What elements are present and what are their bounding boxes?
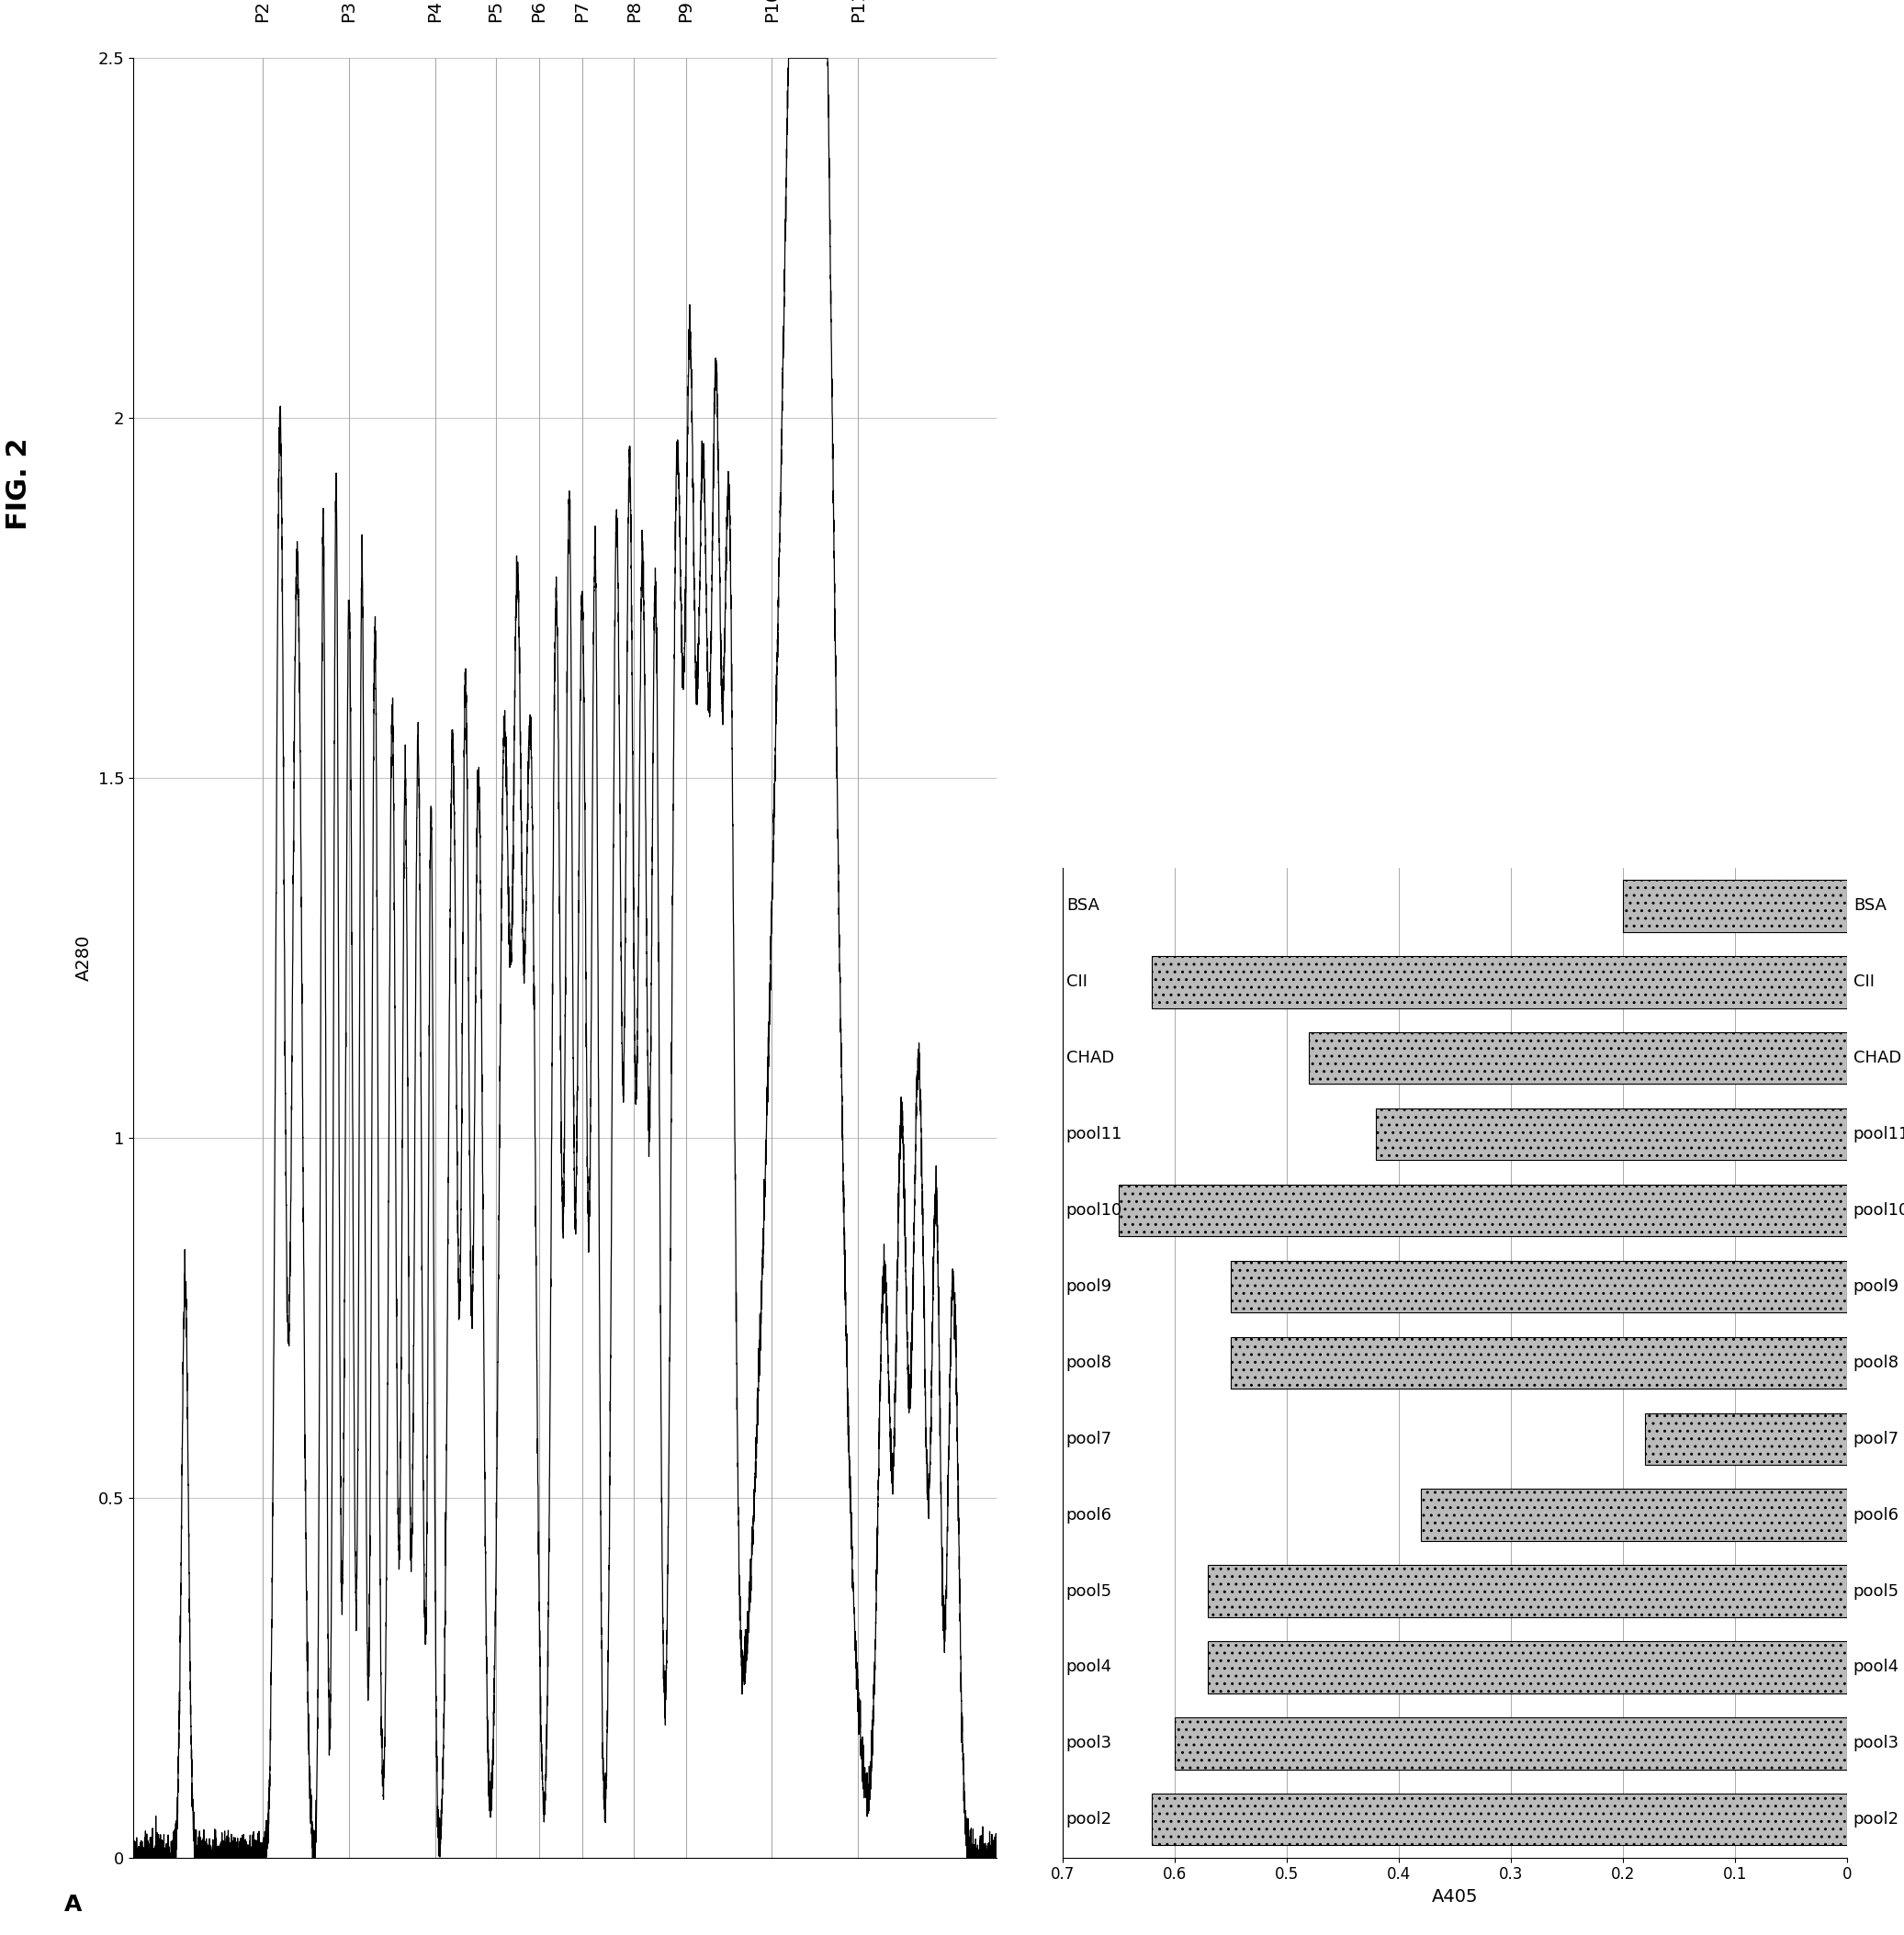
Bar (1207, 1565, 1847, 1618)
Text: pool11: pool11 (1066, 1126, 1123, 1142)
Bar (1207, 1641, 1847, 1693)
Bar (1230, 1262, 1847, 1312)
Text: A: A (65, 1894, 82, 1916)
Text: P11: P11 (849, 0, 866, 21)
Text: P9: P9 (678, 0, 695, 21)
Text: P10: P10 (764, 0, 781, 21)
Text: P8: P8 (625, 0, 642, 21)
Y-axis label: A280: A280 (76, 935, 93, 981)
Text: P4: P4 (426, 0, 444, 21)
Text: P3: P3 (341, 0, 358, 21)
Bar (1152, 956, 1847, 1008)
Bar (1308, 1031, 1847, 1084)
Bar (1622, 880, 1847, 933)
Text: pool3: pool3 (1853, 1736, 1900, 1751)
Text: pool2: pool2 (1853, 1811, 1900, 1829)
Text: pool11: pool11 (1853, 1126, 1904, 1142)
Text: CII: CII (1853, 973, 1874, 991)
Text: CII: CII (1066, 973, 1087, 991)
Bar (1230, 1337, 1847, 1389)
Text: P7: P7 (573, 0, 590, 21)
Bar (1152, 1794, 1847, 1846)
Text: pool10: pool10 (1853, 1202, 1904, 1219)
Text: pool6: pool6 (1853, 1507, 1898, 1523)
Bar (1377, 1109, 1847, 1161)
X-axis label: A405: A405 (1432, 1889, 1478, 1906)
Text: BSA: BSA (1853, 898, 1887, 913)
Text: pool9: pool9 (1066, 1279, 1112, 1295)
Text: pool4: pool4 (1853, 1658, 1900, 1676)
Text: BSA: BSA (1066, 898, 1099, 913)
Text: FIG. 2: FIG. 2 (6, 437, 32, 530)
Text: pool3: pool3 (1066, 1736, 1112, 1751)
Text: P2: P2 (253, 0, 272, 21)
Text: pool8: pool8 (1853, 1354, 1898, 1372)
Text: CHAD: CHAD (1853, 1051, 1902, 1066)
Text: P5: P5 (487, 0, 505, 21)
Text: pool5: pool5 (1853, 1583, 1900, 1600)
Text: pool7: pool7 (1066, 1430, 1112, 1447)
Text: pool5: pool5 (1066, 1583, 1112, 1600)
Text: pool8: pool8 (1066, 1354, 1112, 1372)
Text: pool7: pool7 (1853, 1430, 1900, 1447)
Text: CHAD: CHAD (1066, 1051, 1114, 1066)
Text: P6: P6 (529, 0, 548, 21)
Bar (1420, 1490, 1847, 1540)
Text: pool6: pool6 (1066, 1507, 1112, 1523)
Text: pool2: pool2 (1066, 1811, 1112, 1829)
Text: pool10: pool10 (1066, 1202, 1123, 1219)
Text: pool4: pool4 (1066, 1658, 1112, 1676)
Bar (1645, 1413, 1847, 1465)
Bar (1118, 1184, 1847, 1236)
Text: pool9: pool9 (1853, 1279, 1900, 1295)
Bar (1175, 1718, 1847, 1769)
